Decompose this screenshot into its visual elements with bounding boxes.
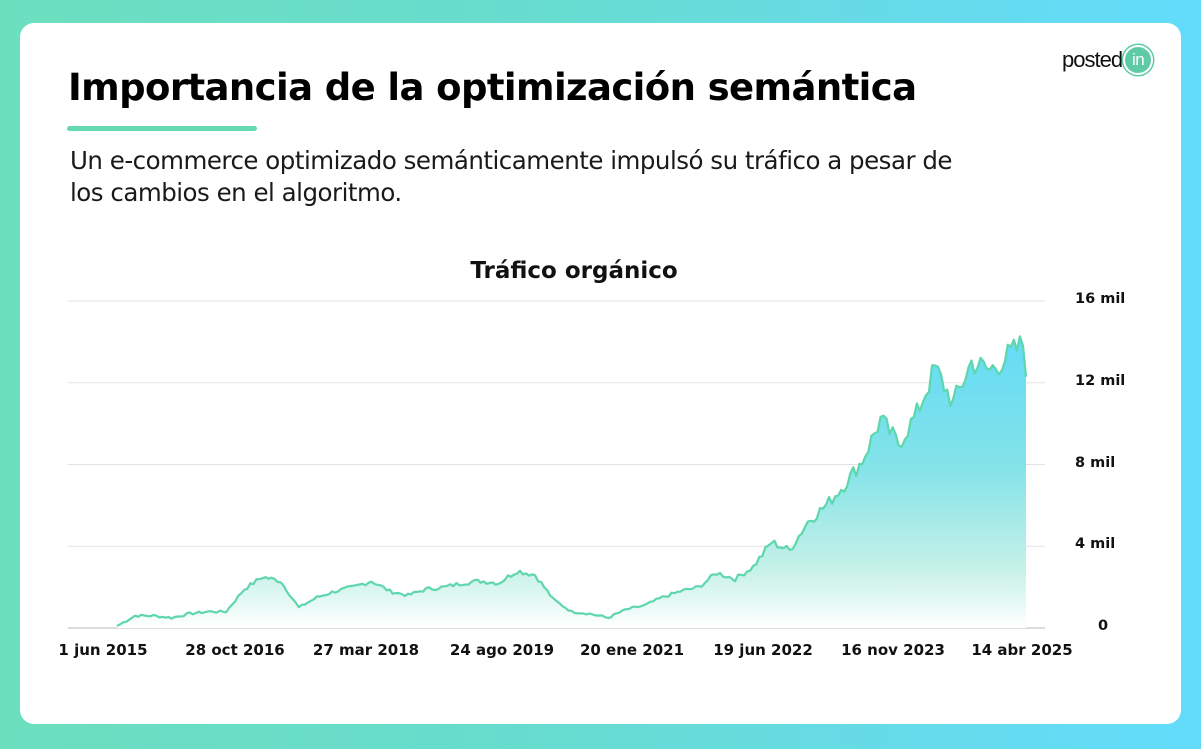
chart-area-fill bbox=[117, 336, 1026, 628]
page-title: Importancia de la optimización semántica bbox=[68, 66, 917, 109]
x-axis-tick-label: 1 jun 2015 bbox=[58, 641, 148, 659]
x-axis-tick-label: 14 abr 2025 bbox=[971, 641, 1073, 659]
x-axis-tick-label: 19 jun 2022 bbox=[713, 641, 813, 659]
x-axis-tick-label: 28 oct 2016 bbox=[185, 641, 285, 659]
postedin-logo: posted in bbox=[1062, 45, 1154, 75]
chart-line bbox=[116, 335, 1028, 627]
y-axis-tick-label: 16 mil bbox=[1075, 291, 1126, 307]
y-axis-tick-label: 12 mil bbox=[1075, 372, 1126, 389]
logo-badge-icon: in bbox=[1123, 45, 1154, 75]
logo-text: posted bbox=[1062, 47, 1123, 72]
x-axis-tick-label: 27 mar 2018 bbox=[312, 641, 420, 659]
y-axis-tick-label: 8 mil bbox=[1075, 454, 1116, 471]
x-axis-tick-label: 24 ago 2019 bbox=[449, 641, 555, 659]
x-axis-tick-label: 20 ene 2021 bbox=[579, 641, 685, 659]
chart-title: Tráfico orgánico bbox=[470, 258, 678, 284]
x-axis-tick-label: 16 nov 2023 bbox=[841, 641, 945, 659]
title-underline bbox=[67, 126, 257, 131]
y-axis-tick-label: 4 mil bbox=[1075, 536, 1116, 553]
y-axis-tick-label: 0 bbox=[1098, 618, 1109, 634]
page-subtitle: Un e-commerce optimizado semánticamente … bbox=[70, 146, 952, 207]
